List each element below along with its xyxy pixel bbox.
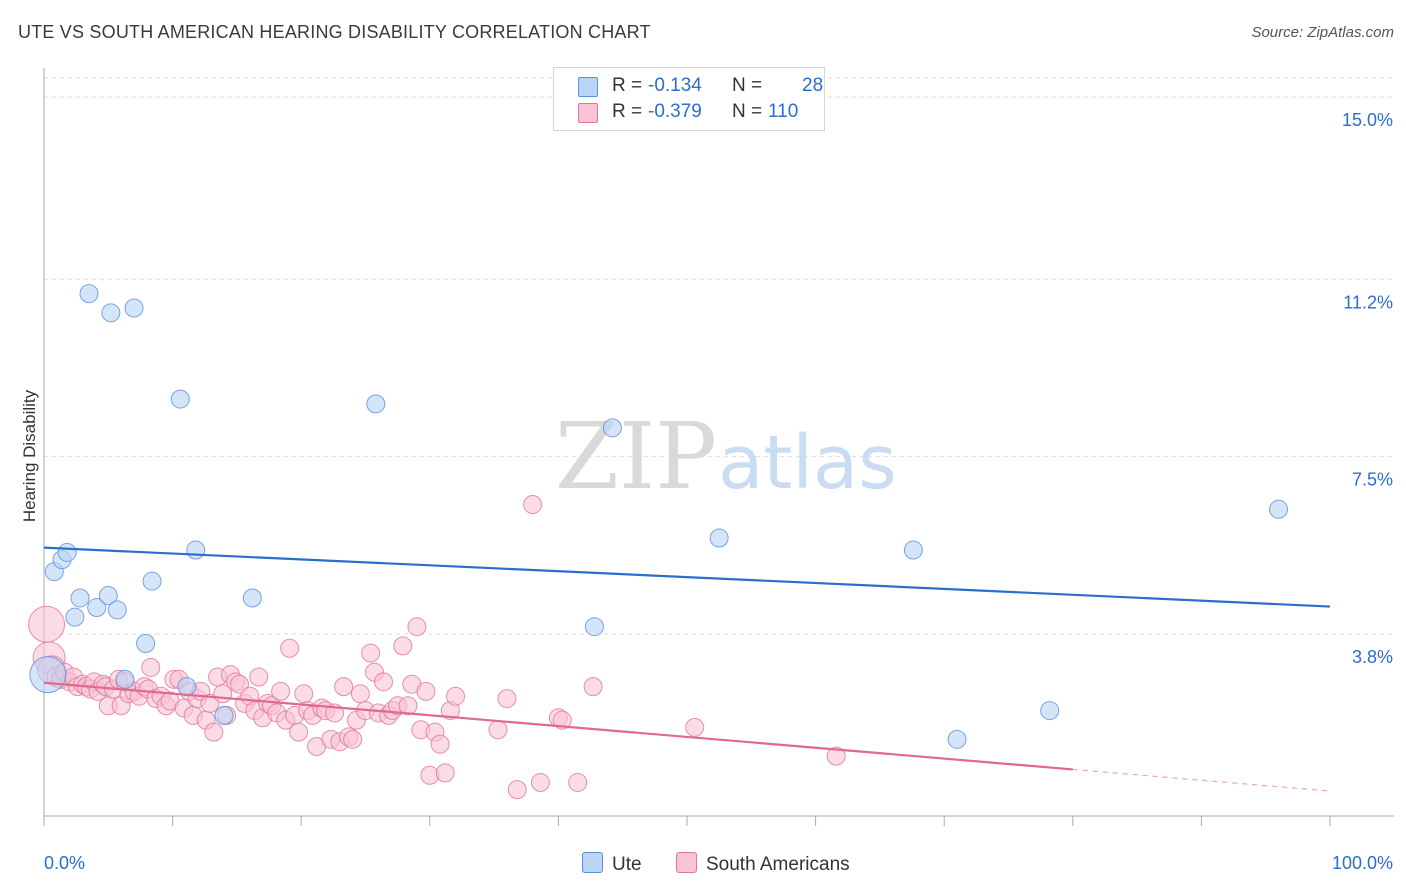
- legend-r-label: R =: [612, 75, 643, 96]
- bottom-legend-swatch-ute: [582, 852, 603, 873]
- south-american-point: [334, 677, 354, 697]
- x-tick-label: 0.0%: [44, 853, 85, 873]
- ute-point: [124, 298, 144, 318]
- south-american-point: [271, 681, 291, 701]
- south-american-point: [249, 667, 269, 687]
- ute-point: [709, 528, 729, 548]
- legend-swatch-ute: [578, 77, 598, 97]
- south-american-point: [488, 720, 508, 740]
- y-tick-label: 11.2%: [1343, 292, 1393, 312]
- ute-point: [903, 540, 923, 560]
- ute-point: [177, 677, 197, 697]
- south-american-point: [294, 684, 314, 704]
- ute-point: [1040, 701, 1060, 721]
- south-american-point: [446, 686, 466, 706]
- ute-point: [242, 588, 262, 608]
- south-american-point: [523, 495, 543, 515]
- y-tick-label: 3.8%: [1352, 647, 1393, 667]
- legend-r-value: -0.379: [648, 101, 702, 122]
- south-american-point: [141, 657, 161, 677]
- ute-point: [142, 571, 162, 591]
- source-credit: Source: ZipAtlas.com: [1251, 24, 1394, 41]
- legend-n-label: N =: [732, 75, 763, 96]
- trend-lines: [43, 546, 1331, 792]
- ute-point: [136, 633, 156, 653]
- legend-swatch-south-americans: [578, 103, 598, 123]
- south-american-point: [530, 772, 550, 792]
- watermark: ZIP atlas: [555, 403, 897, 510]
- legend-r-value: -0.134: [648, 75, 702, 96]
- legend-n-value: 110: [768, 101, 799, 122]
- south-american-point: [343, 729, 363, 749]
- south-american-point: [374, 672, 394, 692]
- south-american-point: [583, 677, 603, 697]
- bottom-legend-label-south-americans: South Americans: [706, 854, 850, 875]
- grid-lines: [44, 77, 1394, 635]
- south-american-point: [361, 643, 381, 663]
- ute-point: [186, 540, 206, 560]
- ute-point: [366, 394, 386, 414]
- ute-point: [170, 389, 190, 409]
- x-tick-label: 100.0%: [1332, 853, 1393, 873]
- south-american-point: [350, 684, 370, 704]
- south-american-point: [826, 746, 846, 766]
- ute-point: [602, 418, 622, 438]
- south-american-point: [430, 734, 450, 754]
- south-american-point: [507, 780, 527, 800]
- ute-point: [29, 656, 67, 694]
- watermark-zip: ZIP: [555, 403, 717, 510]
- correlation-legend: R = -0.134 N = 28 R = -0.379 N = 110: [553, 67, 825, 131]
- y-tick-label: 7.5%: [1352, 470, 1393, 490]
- tick-labels: 3.8% 7.5% 11.2% 15.0% 0.0% 100.0%: [44, 110, 1393, 873]
- bottom-legend-swatch-south-americans: [676, 852, 697, 873]
- ute-trend-line: [43, 546, 1331, 608]
- ute-point: [98, 586, 118, 606]
- south-american-point: [552, 710, 572, 730]
- south-american-point: [398, 696, 418, 716]
- south-american-point: [497, 689, 517, 709]
- ute-point: [584, 617, 604, 637]
- south-american-point: [568, 772, 588, 792]
- south-american-point: [28, 605, 66, 643]
- south-american-point: [416, 681, 436, 701]
- south-american-trend-line-extension: [1072, 768, 1331, 792]
- data-points: [28, 284, 1289, 800]
- south-american-point: [685, 717, 705, 737]
- ute-point: [79, 284, 99, 304]
- legend-n-value: 28: [802, 75, 824, 96]
- ute-point: [57, 542, 77, 562]
- south-american-point: [204, 722, 224, 742]
- ute-point: [115, 669, 135, 689]
- ute-point: [1269, 499, 1289, 519]
- ute-point: [87, 598, 107, 618]
- ute-point: [65, 607, 85, 627]
- south-american-point: [200, 693, 220, 713]
- south-american-point: [407, 617, 427, 637]
- ute-point: [70, 588, 90, 608]
- south-american-point: [280, 638, 300, 658]
- legend-n-label: N =: [732, 101, 763, 122]
- bottom-legend-label-ute: Ute: [612, 854, 642, 875]
- south-american-point: [393, 636, 413, 656]
- bottom-legend-south-americans: South Americans: [676, 852, 850, 876]
- ute-point: [214, 705, 234, 725]
- ute-point: [947, 729, 967, 749]
- ute-point: [101, 303, 121, 323]
- ute-point: [107, 600, 127, 620]
- south-american-point: [289, 722, 309, 742]
- south-american-trend-line: [43, 681, 1073, 771]
- y-axis-label: Hearing Disability: [20, 389, 39, 523]
- legend-r-label: R =: [612, 101, 643, 122]
- chart-title: UTE VS SOUTH AMERICAN HEARING DISABILITY…: [18, 22, 651, 42]
- watermark-atlas: atlas: [718, 420, 897, 506]
- bottom-legend-ute: Ute: [582, 852, 642, 876]
- south-american-point: [435, 763, 455, 783]
- y-tick-label: 15.0%: [1342, 110, 1393, 130]
